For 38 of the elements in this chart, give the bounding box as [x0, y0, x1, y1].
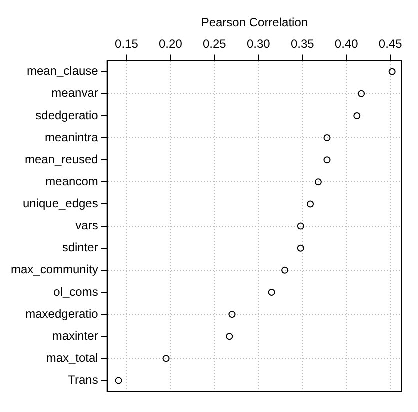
- point: [324, 156, 331, 164]
- point: [228, 311, 236, 318]
- y-tick-label: mean_clause: [26, 64, 99, 78]
- y-tick-label: sdinter: [62, 240, 98, 255]
- point: [314, 178, 322, 186]
- x-tick-label: 0.40: [334, 36, 359, 51]
- y-tick-label: sdedgeratio: [36, 108, 99, 122]
- y-tick-label: vars: [76, 218, 98, 233]
- y-tick-label: mean_reused: [24, 152, 98, 166]
- point: [297, 244, 304, 252]
- point: [354, 112, 361, 120]
- point: [388, 68, 396, 76]
- point: [268, 289, 276, 296]
- x-tick-label: 0.30: [246, 36, 271, 51]
- point: [307, 200, 314, 208]
- point: [282, 266, 289, 274]
- y-tick-label: max_total: [46, 351, 98, 366]
- y-tick-label: max_community: [11, 262, 98, 277]
- point: [162, 355, 170, 362]
- y-tick-label: maxinter: [52, 328, 98, 343]
- point: [358, 90, 366, 98]
- y-tick-label: meancom: [46, 174, 98, 188]
- y-tick-label: Trans: [68, 373, 98, 388]
- x-axis-title: Pearson Correlation: [201, 16, 308, 30]
- x-tick-label: 0.15: [115, 36, 139, 51]
- y-tick-label: meanvar: [52, 86, 98, 100]
- y-tick-label: maxedgeratio: [26, 306, 99, 321]
- x-tick-label: 0.25: [202, 36, 227, 51]
- y-tick-label: meanintra: [44, 130, 99, 144]
- y-tick-label: ol_coms: [54, 284, 98, 299]
- point: [115, 377, 122, 384]
- point: [226, 333, 234, 340]
- point: [324, 134, 331, 142]
- y-tick-label: unique_edges: [22, 196, 98, 211]
- x-tick-label: 0.45: [378, 36, 403, 51]
- point: [297, 222, 304, 230]
- x-tick-label: 0.20: [159, 36, 183, 51]
- x-tick-label: 0.35: [290, 36, 315, 51]
